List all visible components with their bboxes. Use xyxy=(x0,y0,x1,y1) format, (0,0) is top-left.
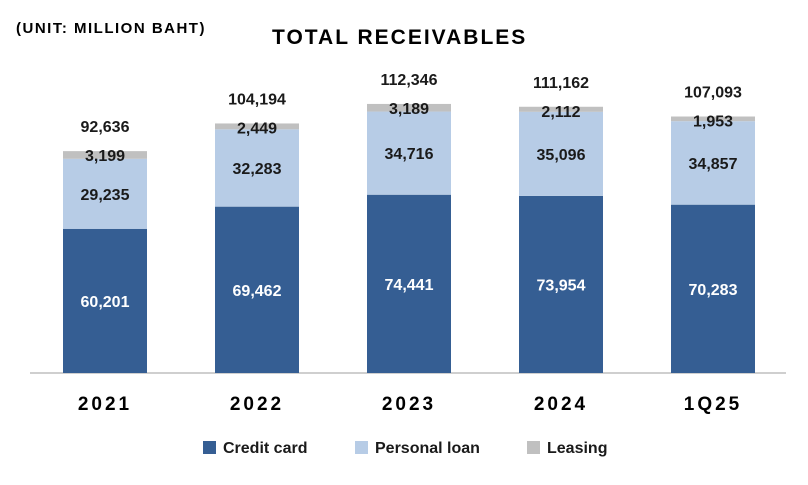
bar-personal-loan-2023 xyxy=(367,111,451,195)
data-label-personal-loan-2022: 32,283 xyxy=(233,161,282,178)
bar-leasing-2022 xyxy=(215,123,299,130)
bar-leasing-2024 xyxy=(519,106,603,112)
x-tick-label-1q25: 1Q25 xyxy=(684,394,742,415)
data-label-personal-loan-1q25: 34,857 xyxy=(689,156,738,173)
legend-label-credit-card: Credit card xyxy=(223,440,307,457)
x-tick-label-2022: 2022 xyxy=(230,394,284,415)
bar-credit-card-2022 xyxy=(215,206,299,373)
data-label-leasing-2024: 2,112 xyxy=(541,104,580,121)
total-label-2021: 92,636 xyxy=(81,119,130,136)
legend-label-personal-loan: Personal loan xyxy=(375,440,480,457)
total-label-2023: 112,346 xyxy=(381,72,438,89)
bar-credit-card-2021 xyxy=(63,228,147,373)
data-label-personal-loan-2021: 29,235 xyxy=(81,187,130,204)
bar-leasing-2021 xyxy=(63,151,147,159)
bar-personal-loan-1q25 xyxy=(671,121,755,205)
bar-leasing-2023 xyxy=(367,103,451,112)
bar-personal-loan-2022 xyxy=(215,129,299,207)
total-label-2022: 104,194 xyxy=(228,91,286,108)
bar-personal-loan-2024 xyxy=(519,111,603,196)
x-tick-label-2023: 2023 xyxy=(382,394,436,415)
data-label-credit-card-2023: 74,441 xyxy=(385,277,434,294)
legend-swatch-leasing xyxy=(527,441,540,454)
data-label-leasing-2022: 2,449 xyxy=(237,120,277,137)
data-label-personal-loan-2023: 34,716 xyxy=(385,146,434,163)
unit-label: (UNIT: MILLION BAHT) xyxy=(16,20,206,37)
bar-credit-card-1q25 xyxy=(671,204,755,373)
legend-swatch-personal-loan xyxy=(355,441,368,454)
data-label-credit-card-2024: 73,954 xyxy=(537,277,586,294)
data-label-personal-loan-2024: 35,096 xyxy=(537,147,586,164)
total-label-1q25: 107,093 xyxy=(684,85,742,102)
x-tick-label-2021: 2021 xyxy=(78,394,132,415)
data-label-leasing-2021: 3,199 xyxy=(85,148,125,165)
data-label-leasing-2023: 3,189 xyxy=(389,101,429,118)
data-label-credit-card-2021: 60,201 xyxy=(81,294,130,311)
x-tick-label-2024: 2024 xyxy=(534,394,588,415)
data-label-credit-card-1q25: 70,283 xyxy=(689,282,738,299)
bar-credit-card-2024 xyxy=(519,195,603,373)
bar-leasing-1q25 xyxy=(671,116,755,122)
legend-swatch-credit-card xyxy=(203,441,216,454)
data-label-leasing-1q25: 1,953 xyxy=(693,114,733,131)
bar-personal-loan-2021 xyxy=(63,158,147,229)
chart-title: TOTAL RECEIVABLES xyxy=(272,26,528,49)
bar-credit-card-2023 xyxy=(367,194,451,373)
legend-label-leasing: Leasing xyxy=(547,440,607,457)
total-label-2024: 111,162 xyxy=(533,75,589,92)
data-label-credit-card-2022: 69,462 xyxy=(233,283,282,300)
